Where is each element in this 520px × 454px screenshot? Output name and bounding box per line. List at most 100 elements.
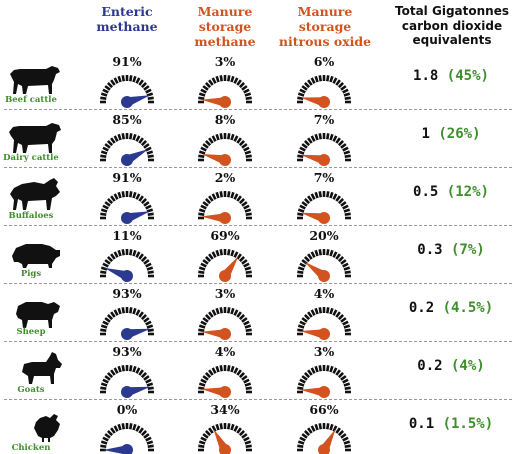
manure-nitrous-oxide-tick bbox=[299, 436, 306, 442]
enteric-methane-tick bbox=[117, 133, 122, 141]
manure-methane-tick bbox=[238, 139, 246, 147]
enteric-methane-gauge: 91% bbox=[95, 54, 159, 108]
manure-nitrous-oxide-tick bbox=[343, 324, 351, 329]
manure-methane-tick bbox=[215, 249, 220, 257]
manure-nitrous-oxide-dial bbox=[297, 365, 351, 398]
manure-methane-gauge: 34% bbox=[193, 402, 257, 454]
manure-nitrous-oxide-tick bbox=[310, 135, 316, 142]
manure-methane-gauge: 3% bbox=[193, 54, 257, 108]
enteric-methane-needle-hub bbox=[121, 328, 133, 340]
enteric-methane-tick bbox=[102, 436, 109, 442]
manure-nitrous-oxide-gauge: 6% bbox=[292, 54, 356, 108]
manure-nitrous-oxide-tick bbox=[337, 139, 345, 147]
enteric-methane-tick bbox=[110, 137, 116, 144]
manure-methane-tick bbox=[211, 251, 217, 258]
manure-methane-gauge: 3% bbox=[193, 286, 257, 340]
manure-nitrous-oxide-tick bbox=[314, 75, 319, 83]
manure-methane-gauge: 4% bbox=[193, 344, 257, 398]
manure-methane-dial bbox=[198, 423, 252, 454]
enteric-methane-tick bbox=[147, 154, 154, 158]
manure-methane-tick bbox=[204, 313, 212, 321]
enteric-methane-tick bbox=[102, 146, 109, 152]
animal-row: Beef cattle 91% 3% 6% 1.8 (45%) bbox=[0, 54, 520, 108]
manure-methane-tick bbox=[198, 444, 205, 448]
manure-methane-tick bbox=[243, 204, 250, 210]
enteric-methane-tick bbox=[145, 378, 152, 384]
manure-nitrous-oxide-tick bbox=[303, 255, 311, 263]
manure-nitrous-oxide-dial bbox=[297, 249, 351, 282]
enteric-methane-tick bbox=[143, 375, 150, 381]
manure-methane-tick bbox=[227, 249, 231, 256]
enteric-methane-dial bbox=[100, 133, 154, 166]
animal-row: Sheep 93% 3% 4% 0.2 (4.5%) bbox=[0, 286, 520, 340]
enteric-methane-tick bbox=[113, 309, 119, 316]
enteric-methane-tick bbox=[132, 307, 137, 315]
enteric-methane-tick bbox=[100, 270, 107, 274]
manure-methane-tick bbox=[245, 270, 252, 274]
enteric-methane-tick bbox=[102, 320, 109, 326]
sheep-icon bbox=[6, 290, 64, 334]
enteric-methane-tick bbox=[104, 433, 111, 439]
manure-nitrous-oxide-needle-hub bbox=[318, 96, 330, 108]
enteric-methane-tick bbox=[102, 88, 109, 94]
manure-nitrous-oxide-dial bbox=[297, 191, 351, 224]
enteric-methane-dial bbox=[100, 191, 154, 224]
manure-nitrous-oxide-tick bbox=[297, 208, 305, 213]
animal-row: Chicken 0% 34% 66% 0.1 (1.5%) bbox=[0, 402, 520, 454]
manure-methane-tick bbox=[202, 201, 209, 207]
enteric-methane-tick bbox=[110, 253, 116, 260]
manure-methane-tick bbox=[230, 133, 235, 141]
enteric-methane-dial bbox=[100, 307, 154, 340]
enteric-methane-percent-label: 0% bbox=[116, 402, 138, 417]
manure-methane-tick bbox=[233, 135, 239, 142]
total-share-percent: (4%) bbox=[451, 358, 485, 374]
manure-methane-percent-label: 2% bbox=[214, 170, 236, 185]
enteric-methane-tick bbox=[104, 259, 111, 265]
manure-nitrous-oxide-tick bbox=[326, 191, 330, 198]
manure-nitrous-oxide-tick bbox=[310, 367, 316, 374]
manure-methane-tick bbox=[243, 88, 250, 94]
manure-nitrous-oxide-tick bbox=[326, 249, 330, 256]
manure-methane-tick bbox=[236, 79, 242, 86]
manure-nitrous-oxide-tick bbox=[344, 444, 351, 448]
manure-methane-tick bbox=[227, 365, 231, 372]
manure-nitrous-oxide-tick bbox=[343, 150, 351, 155]
enteric-methane-tick bbox=[143, 259, 150, 265]
total-emissions: 0.5 (12%) bbox=[396, 184, 506, 200]
enteric-methane-tick bbox=[100, 266, 108, 271]
header-manure-storage-nitrous-oxide: Manure storage nitrous oxide bbox=[278, 4, 372, 49]
manure-nitrous-oxide-gauge: 7% bbox=[292, 112, 356, 166]
enteric-methane-tick bbox=[121, 133, 125, 140]
manure-methane-tick bbox=[202, 375, 209, 381]
manure-methane-percent-label: 8% bbox=[214, 112, 236, 127]
manure-methane-tick bbox=[238, 255, 246, 263]
manure-methane-needle-hub bbox=[219, 386, 231, 398]
manure-nitrous-oxide-tick bbox=[344, 386, 351, 390]
manure-nitrous-oxide-tick bbox=[297, 150, 305, 155]
manure-methane-tick bbox=[230, 249, 235, 257]
manure-methane-percent-label: 34% bbox=[210, 402, 240, 417]
enteric-methane-percent-label: 85% bbox=[112, 112, 142, 127]
manure-methane-dial bbox=[198, 307, 252, 340]
manure-nitrous-oxide-tick bbox=[329, 133, 334, 141]
enteric-methane-tick bbox=[113, 135, 119, 142]
enteric-methane-tick bbox=[100, 324, 108, 329]
manure-nitrous-oxide-percent-label: 20% bbox=[309, 228, 339, 243]
manure-methane-tick bbox=[244, 266, 252, 271]
enteric-methane-needle-hub bbox=[121, 212, 133, 224]
manure-methane-tick bbox=[208, 369, 214, 376]
manure-nitrous-oxide-tick bbox=[340, 201, 347, 207]
enteric-methane-tick bbox=[132, 423, 137, 431]
manure-nitrous-oxide-tick bbox=[318, 307, 322, 314]
manure-methane-tick bbox=[243, 320, 250, 326]
manure-methane-tick bbox=[245, 96, 252, 100]
manure-nitrous-oxide-needle-hub bbox=[318, 212, 330, 224]
enteric-methane-tick bbox=[146, 92, 154, 97]
manure-nitrous-oxide-dial bbox=[297, 423, 351, 454]
enteric-methane-tick bbox=[106, 255, 114, 263]
manure-methane-dial bbox=[198, 365, 252, 398]
total-gigatonnes-value: 0.3 bbox=[417, 242, 443, 258]
manure-nitrous-oxide-percent-label: 6% bbox=[313, 54, 335, 69]
row-divider bbox=[4, 283, 512, 284]
manure-methane-tick bbox=[202, 143, 209, 149]
